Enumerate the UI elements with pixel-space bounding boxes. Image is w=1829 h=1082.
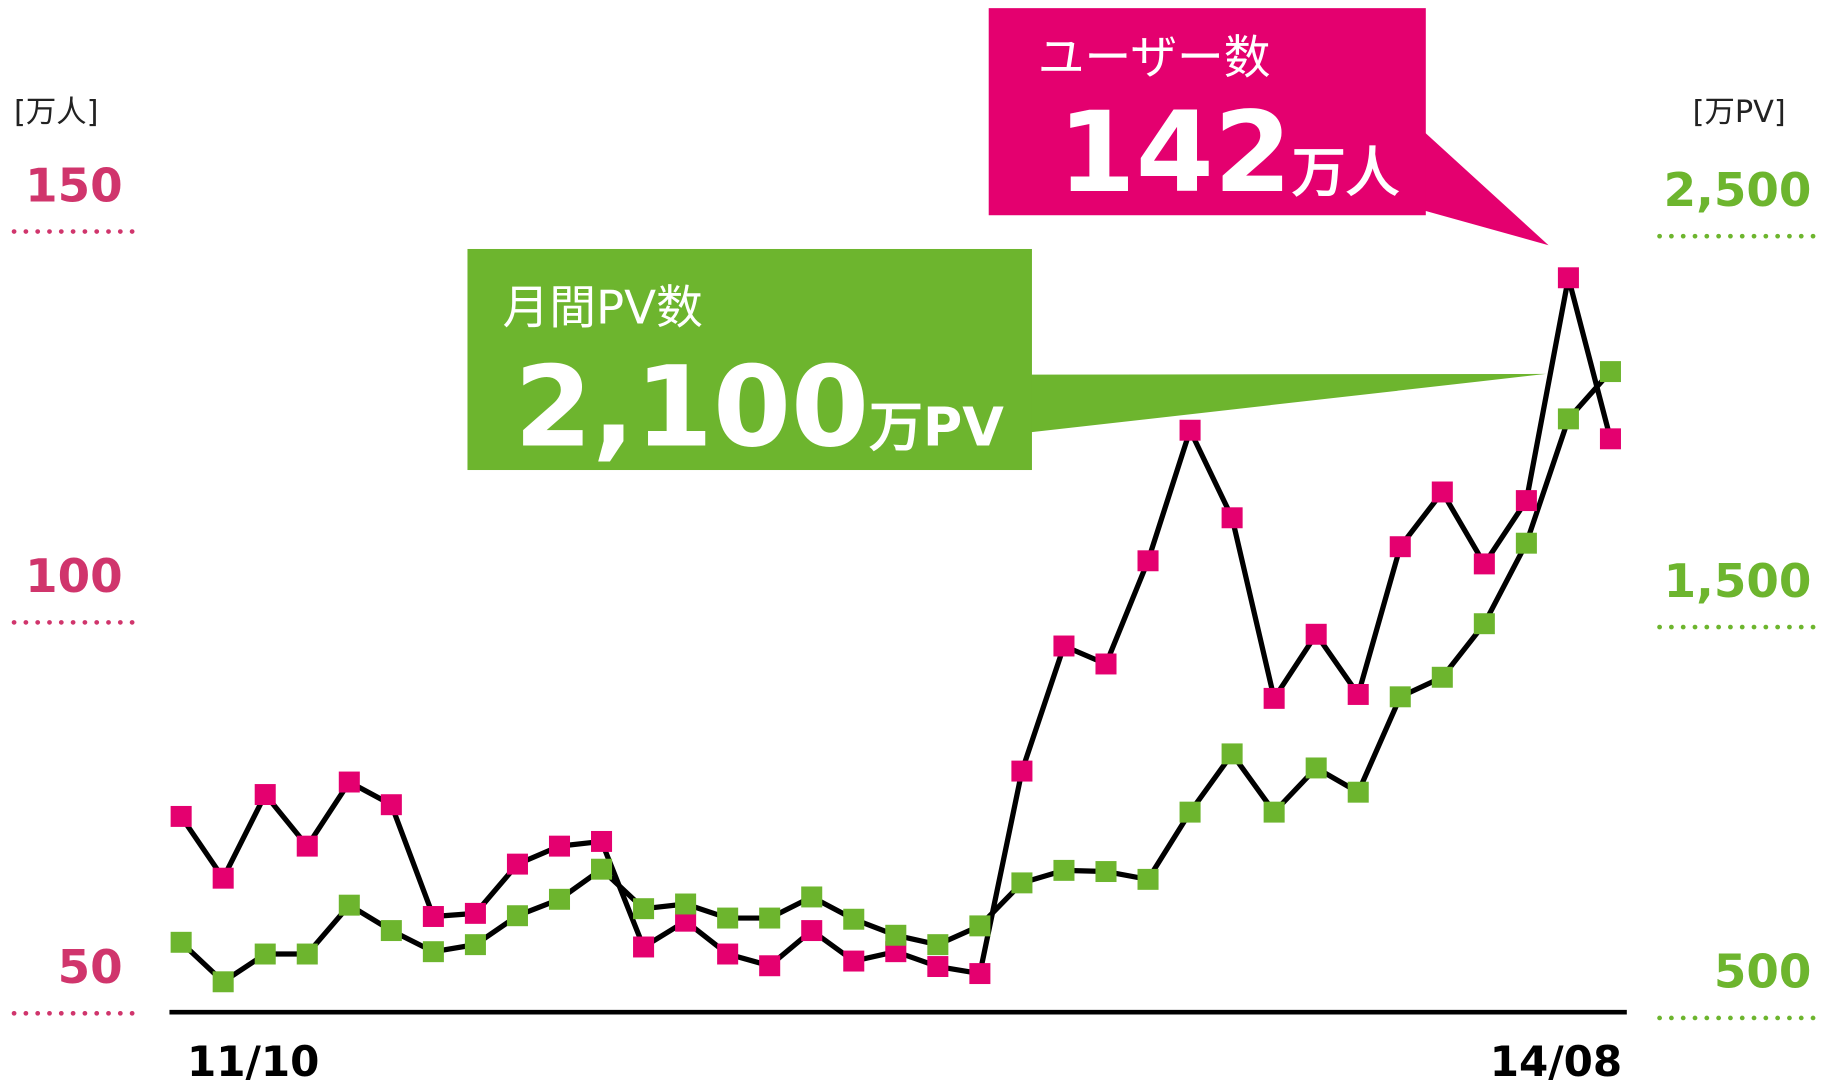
callout-pointer	[1026, 373, 1547, 433]
data-point	[1599, 361, 1621, 383]
data-point	[296, 943, 318, 965]
data-point	[843, 908, 865, 930]
data-point	[212, 971, 234, 993]
data-point	[927, 934, 949, 956]
data-point	[759, 907, 781, 929]
data-point	[1515, 490, 1537, 512]
data-point	[885, 941, 907, 963]
data-point	[1599, 428, 1621, 450]
data-point	[633, 936, 655, 958]
data-point	[464, 934, 486, 956]
data-point	[1095, 861, 1117, 883]
data-point	[927, 956, 949, 978]
callout-unit: 万PV	[869, 396, 1004, 459]
data-point	[591, 858, 613, 880]
data-point	[1137, 550, 1159, 572]
data-point	[717, 907, 739, 929]
data-point	[675, 910, 697, 932]
data-point	[338, 771, 360, 793]
data-point	[843, 950, 865, 972]
data-point	[969, 963, 991, 985]
data-point	[1221, 507, 1243, 529]
data-point	[1053, 859, 1075, 881]
data-point	[254, 784, 276, 806]
data-point	[885, 924, 907, 946]
data-point	[1305, 757, 1327, 779]
y2-tick-label: 500	[1714, 945, 1812, 999]
data-point	[338, 894, 360, 916]
callout-pointer	[1419, 127, 1549, 246]
data-point	[1179, 419, 1201, 441]
data-point	[633, 898, 655, 920]
x-tick-label: 14/08	[1490, 1037, 1622, 1082]
data-point	[717, 943, 739, 965]
data-point	[548, 835, 571, 857]
data-point	[1179, 801, 1201, 823]
data-point	[1011, 760, 1033, 782]
data-point	[1515, 532, 1537, 554]
y2-axis-label: [万PV]	[1693, 95, 1786, 130]
callout-title: 月間PV数	[503, 281, 703, 335]
y-tick-label: 50	[58, 940, 123, 994]
data-point	[506, 853, 528, 875]
data-point	[969, 915, 991, 937]
data-point	[1263, 801, 1285, 823]
data-point	[1389, 536, 1411, 558]
y2-tick-label: 1,500	[1664, 554, 1812, 608]
data-point	[1473, 613, 1495, 635]
data-point	[1095, 653, 1117, 675]
data-point	[1347, 781, 1369, 803]
data-point	[212, 867, 234, 889]
data-point	[1431, 481, 1453, 503]
data-point	[1263, 687, 1285, 709]
callout-number: 142	[1058, 88, 1292, 218]
data-point	[380, 794, 402, 816]
data-point	[801, 886, 823, 908]
callout-box	[988, 8, 1426, 216]
callout-title: ユーザー数	[1038, 30, 1271, 84]
x-tick-label: 11/10	[187, 1037, 319, 1082]
data-point	[464, 902, 486, 924]
callout-value: 2,100万PV	[514, 343, 1004, 473]
callout-unit: 万人	[1292, 141, 1400, 204]
data-point	[296, 835, 318, 857]
data-point	[1347, 683, 1369, 705]
data-point	[1221, 743, 1243, 765]
y2-tick-label: 2,500	[1664, 163, 1812, 217]
data-point	[1557, 408, 1579, 430]
data-point	[801, 920, 823, 942]
data-point	[254, 943, 276, 965]
data-point	[1053, 635, 1075, 657]
data-point	[675, 893, 697, 915]
y-tick-label: 100	[25, 549, 123, 603]
data-point	[591, 830, 613, 852]
y-axis-label: [万人]	[14, 95, 98, 130]
data-point	[1011, 872, 1033, 894]
data-point	[170, 931, 192, 953]
data-point	[759, 955, 781, 977]
data-point	[422, 906, 444, 927]
data-point	[1557, 267, 1579, 289]
data-point	[548, 888, 571, 910]
callout-box	[467, 248, 1032, 471]
data-point	[506, 905, 528, 927]
data-point	[1305, 623, 1327, 645]
data-point	[380, 920, 402, 942]
data-point	[422, 941, 444, 963]
data-point	[1137, 868, 1159, 890]
callout-number: 2,100	[514, 343, 869, 473]
data-point	[1431, 666, 1453, 688]
data-point	[1473, 553, 1495, 575]
data-point	[1389, 686, 1411, 708]
data-point	[170, 805, 192, 827]
y-tick-label: 150	[25, 158, 123, 212]
callout-value: 142万人	[1058, 88, 1400, 218]
